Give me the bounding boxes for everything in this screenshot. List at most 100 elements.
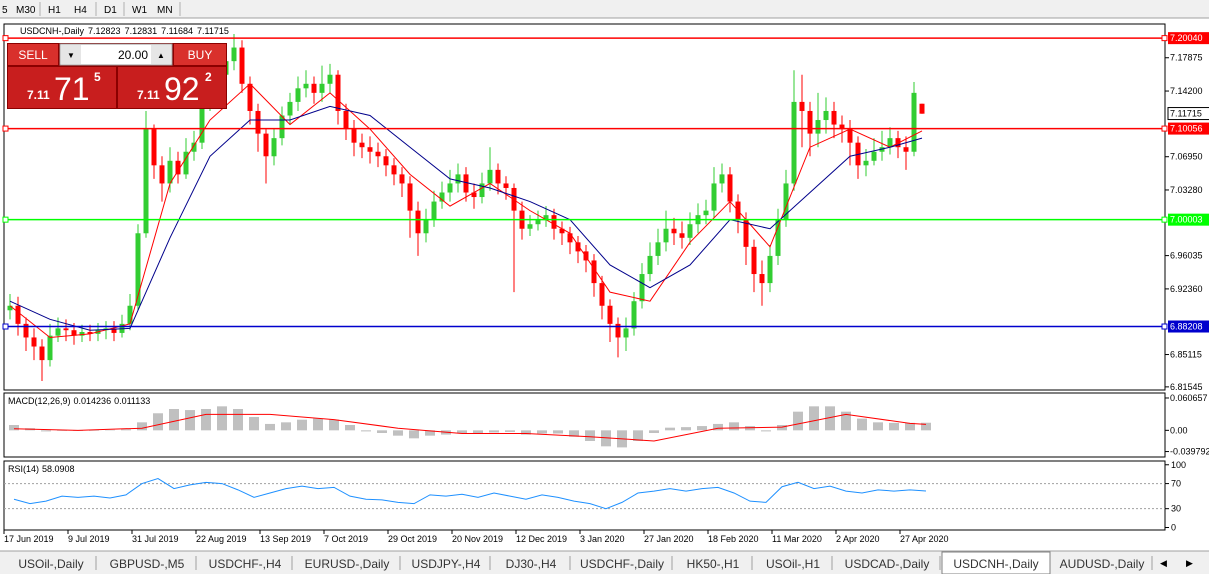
ohlc-value: 7.12823 <box>88 26 121 36</box>
candle-body <box>151 129 157 166</box>
lots-down[interactable] <box>61 45 81 64</box>
macd-bar <box>201 409 211 431</box>
tab[interactable] <box>1052 554 1152 573</box>
macd-bar <box>345 425 355 431</box>
candle-body <box>31 337 37 347</box>
x-tick-label: 27 Apr 2020 <box>900 534 949 544</box>
candle-body <box>719 174 725 184</box>
tab-scroll-right[interactable]: ▶ <box>1186 558 1193 568</box>
candle-body <box>503 183 509 188</box>
rsi-header: RSI(14) 58.0908 <box>8 464 75 474</box>
ohlc-value: 7.12831 <box>125 26 158 36</box>
candle-body <box>55 328 61 336</box>
candle-body <box>551 215 557 229</box>
buy-price-box[interactable] <box>118 67 226 108</box>
candle-body <box>903 147 909 152</box>
macd-bar <box>217 406 227 431</box>
tab-scroll-left[interactable]: ◀ <box>1160 558 1167 568</box>
candle-body <box>319 83 325 93</box>
candle-body <box>607 305 613 324</box>
tab-label: USDJPY-,H4 <box>412 557 481 571</box>
level-handle <box>2 216 9 223</box>
candle-body <box>439 192 445 202</box>
lots-down-arrow: ▼ <box>67 51 75 60</box>
candle-body <box>255 110 261 134</box>
macd-bar <box>57 430 67 431</box>
tab-active[interactable] <box>941 551 1051 574</box>
macd-bar <box>857 418 867 431</box>
macd-bar <box>89 430 99 431</box>
candle-body <box>527 224 533 229</box>
lots-up[interactable] <box>151 45 171 64</box>
level-handle <box>1161 125 1168 132</box>
level-label-box <box>1168 320 1209 333</box>
tab[interactable] <box>754 554 832 573</box>
candle-body <box>847 129 853 143</box>
timeframe-button[interactable]: H4 <box>74 5 87 16</box>
x-tick-label: 3 Jan 2020 <box>580 534 625 544</box>
timeframe-button[interactable]: D1 <box>104 5 117 16</box>
sell-price-box[interactable] <box>8 67 116 108</box>
level-label: 7.20040 <box>1170 33 1203 43</box>
macd-bar <box>505 430 515 432</box>
candle-body <box>39 346 45 361</box>
x-tick-label: 18 Feb 2020 <box>708 534 759 544</box>
candle-body <box>687 224 693 238</box>
timeframe-button[interactable]: 5 <box>2 5 8 16</box>
timeframe-button[interactable]: H1 <box>48 5 61 16</box>
x-tick-label: 2 Apr 2020 <box>836 534 880 544</box>
buy-button[interactable] <box>174 44 226 65</box>
candle-body <box>487 169 493 184</box>
macd-panel <box>3 392 1166 458</box>
candle-body <box>335 74 341 111</box>
sell-label: SELL <box>18 48 48 62</box>
macd-bar <box>473 430 483 433</box>
candle-body <box>175 160 181 175</box>
tab[interactable] <box>674 554 752 573</box>
current-price-label: 7.11715 <box>1170 109 1202 119</box>
candle-body <box>767 255 773 284</box>
tab[interactable] <box>294 554 400 573</box>
candle-body <box>815 120 821 134</box>
timeframe-button[interactable]: M30 <box>16 5 36 16</box>
x-tick-label: 20 Nov 2019 <box>452 534 503 544</box>
timeframe-button[interactable]: W1 <box>132 5 147 16</box>
x-tick-label: 7 Oct 2019 <box>324 534 368 544</box>
tab[interactable] <box>572 554 672 573</box>
tab-label: HK50-,H1 <box>687 557 740 571</box>
tab[interactable] <box>6 554 96 573</box>
tab-label: DJ30-,H4 <box>506 557 557 571</box>
tab[interactable] <box>98 554 196 573</box>
candle-body <box>559 228 565 234</box>
level-label: 7.00003 <box>1170 215 1203 225</box>
macd-bar <box>921 422 931 431</box>
candle-body <box>615 323 621 338</box>
sell-big-figure: 7.11 <box>27 88 50 102</box>
lots-field[interactable] <box>59 43 173 66</box>
tab[interactable] <box>198 554 292 573</box>
macd-bar <box>137 422 147 431</box>
timeframe-button[interactable]: MN <box>157 5 173 16</box>
candle-body <box>231 47 237 62</box>
level-handle <box>2 323 9 330</box>
macd-bar <box>297 419 307 431</box>
tab[interactable] <box>492 554 570 573</box>
candle-body <box>367 147 373 152</box>
y-tick-label: 7.17875 <box>1170 53 1203 63</box>
candle-body <box>143 129 149 234</box>
tab[interactable] <box>402 554 490 573</box>
candle-body <box>567 233 573 243</box>
macd-bar <box>793 411 803 431</box>
tab[interactable] <box>834 554 940 573</box>
candle-body <box>727 174 733 202</box>
candle-body <box>271 138 277 157</box>
macd-bar <box>809 406 819 431</box>
sell-button[interactable] <box>8 44 58 65</box>
candle-body <box>431 201 437 220</box>
candle-body <box>327 74 333 84</box>
candle-body <box>263 133 269 157</box>
candle-body <box>631 301 637 329</box>
level-handle <box>2 35 9 42</box>
candle-body <box>135 233 141 306</box>
